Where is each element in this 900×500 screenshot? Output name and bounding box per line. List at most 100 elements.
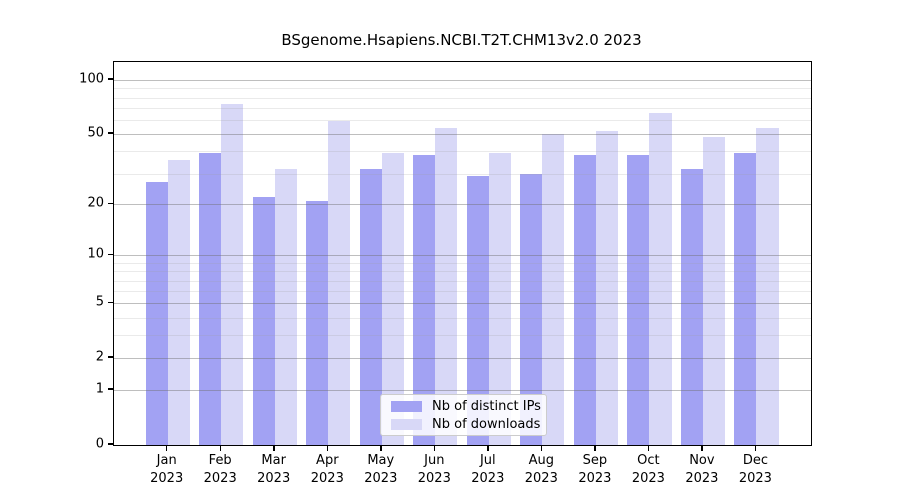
x-tick-label: Sep 2023 [565,452,625,488]
y-tick-mark [108,443,113,445]
x-tick-year: 2023 [631,471,665,487]
legend: Nb of distinct IPs Nb of downloads [380,394,547,436]
bar-ips-may [359,168,382,445]
y-tick-mark [108,78,113,80]
x-tick-mark [273,445,275,451]
y-tick-mark [108,132,113,134]
bar-ips-nov [680,168,703,445]
minor-gridline [114,108,811,109]
x-tick-month: Aug [528,453,554,468]
x-tick-year: 2023 [471,471,505,487]
bar-ips-apr [306,200,329,445]
bar-ips-sep [573,155,596,445]
x-tick-label: Apr 2023 [297,452,357,488]
legend-label-downloads: Nb of downloads [432,416,541,432]
x-tick-mark [701,445,703,451]
x-tick-label: Aug 2023 [511,452,571,488]
plot-area [113,61,812,446]
x-tick-month: Apr [316,453,339,468]
x-tick-month: Sep [582,453,608,468]
bar-ips-mar [252,197,275,445]
legend-item-distinct-ips: Nb of distinct IPs [381,399,546,414]
x-tick-mark [487,445,489,451]
x-tick-month: Jul [479,453,496,468]
bar-downloads-jul [488,153,511,445]
y-tick-label: 100 [79,71,104,87]
x-tick-mark [433,445,436,451]
x-tick-year: 2023 [150,471,184,487]
bar-downloads-aug [542,134,565,445]
bar-ips-jul [466,176,489,445]
y-tick-label: 1 [95,381,104,397]
major-gridline [114,80,811,82]
x-tick-mark [219,445,221,451]
x-tick-month: Nov [689,453,715,468]
x-tick-label: Jan 2023 [137,452,197,488]
x-tick-mark [165,445,168,451]
y-tick-label: 20 [87,195,104,211]
chart-title: BSgenome.Hsapiens.NCBI.T2T.CHM13v2.0 202… [281,31,642,49]
minor-gridline [114,97,811,99]
bar-downloads-jan [167,159,190,445]
x-tick-mark [594,445,596,451]
x-tick-mark [540,445,543,451]
y-tick-mark [108,356,113,358]
minor-gridline [114,120,811,121]
x-tick-year: 2023 [364,471,398,487]
bar-downloads-sep [595,131,619,445]
bar-ips-oct [627,155,650,445]
x-tick-label: Jul 2023 [458,452,518,488]
bar-ips-aug [520,173,543,445]
x-tick-label: Dec 2023 [725,452,785,488]
x-tick-label: Mar 2023 [244,452,304,488]
x-tick-month: Jan [156,453,177,468]
bar-ips-jan [145,181,168,445]
x-tick-year: 2023 [310,471,344,487]
x-tick-month: Jun [424,453,445,468]
x-tick-year: 2023 [203,471,237,487]
y-tick-label: 2 [95,349,104,365]
x-tick-mark [647,445,650,451]
x-tick-mark [326,445,328,451]
x-tick-label: Oct 2023 [618,452,678,488]
x-tick-year: 2023 [257,471,291,487]
x-tick-label: May 2023 [351,452,411,488]
x-tick-month: Mar [261,453,286,468]
x-tick-month: May [367,453,395,468]
legend-item-downloads: Nb of downloads [381,417,546,432]
x-tick-label: Nov 2023 [672,452,732,488]
bar-downloads-jun [435,128,458,445]
y-tick-label: 10 [87,246,104,262]
y-tick-label: 50 [87,125,104,141]
legend-swatch-downloads [391,418,422,430]
x-tick-month: Oct [637,453,660,468]
x-tick-year: 2023 [685,471,719,487]
bar-ips-jun [413,155,436,445]
x-tick-year: 2023 [524,471,558,487]
bar-downloads-feb [221,103,244,445]
x-tick-label: Jun 2023 [404,452,464,488]
x-tick-year: 2023 [578,471,612,487]
y-tick-mark [108,253,113,256]
bar-downloads-may [381,153,404,445]
major-gridline [114,134,811,136]
x-tick-year: 2023 [417,471,451,487]
legend-swatch-distinct-ips [391,400,422,412]
y-tick-mark [108,301,113,304]
y-tick-label: 5 [95,294,104,310]
y-tick-mark [108,388,113,390]
x-tick-month: Feb [208,453,232,468]
bar-downloads-apr [328,121,351,445]
bar-downloads-oct [649,112,672,445]
x-tick-month: Dec [742,453,768,468]
x-tick-label: Feb 2023 [190,452,250,488]
bar-ips-feb [199,153,222,445]
bar-downloads-mar [274,168,297,445]
bar-downloads-nov [702,137,726,445]
bar-downloads-dec [756,128,779,445]
x-tick-mark [380,445,382,451]
x-tick-mark [754,445,757,451]
y-tick-mark [108,202,113,204]
y-tick-label: 0 [95,436,104,452]
